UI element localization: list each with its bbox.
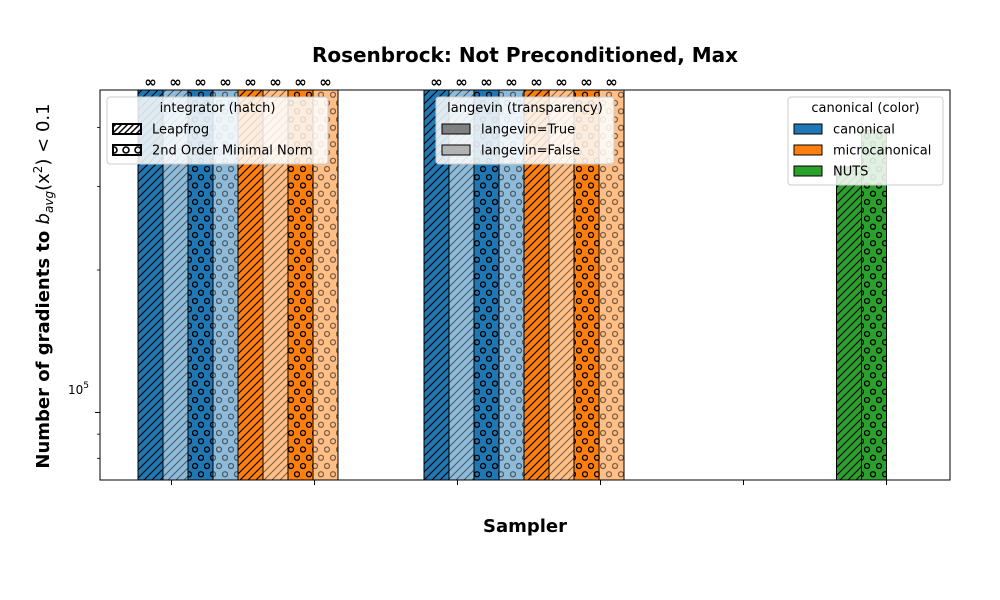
legend-entry: 2nd Order Minimal Norm bbox=[112, 144, 312, 159]
legend-label: langevin=False bbox=[481, 144, 580, 159]
y-axis-ticks: 105 bbox=[68, 127, 100, 459]
legend-label: canonical bbox=[833, 123, 895, 138]
legend-upper-center: langevin (transparency) langevin=True lang… bbox=[435, 96, 615, 165]
x-axis-ticks bbox=[171, 480, 887, 485]
infinity-label: ∞ bbox=[194, 73, 207, 91]
infinity-label: ∞ bbox=[480, 73, 493, 91]
legend-swatch bbox=[793, 144, 823, 156]
bar-hatch bbox=[861, 130, 887, 480]
legend-swatch bbox=[112, 123, 142, 135]
legend-box bbox=[435, 96, 615, 165]
bar-edge bbox=[312, 90, 339, 480]
infinity-label: ∞ bbox=[555, 73, 568, 91]
legend-swatch bbox=[441, 144, 471, 156]
infinity-label: ∞ bbox=[580, 73, 593, 91]
infinity-label: ∞ bbox=[244, 73, 257, 91]
legend-label: langevin=True bbox=[481, 123, 575, 138]
legend-label: Leapfrog bbox=[152, 123, 209, 138]
infinity-label: ∞ bbox=[169, 73, 182, 91]
infinity-label: ∞ bbox=[319, 73, 332, 91]
legend-swatch bbox=[793, 123, 823, 135]
infinity-label: ∞ bbox=[605, 73, 618, 91]
legend-label: NUTS bbox=[833, 165, 868, 180]
legend-title: integrator (hatch) bbox=[160, 101, 276, 116]
infinity-label: ∞ bbox=[294, 73, 307, 91]
infinity-label: ∞ bbox=[269, 73, 282, 91]
infinity-label: ∞ bbox=[219, 73, 232, 91]
legend-entry: canonical bbox=[793, 123, 895, 138]
legend-title: canonical (color) bbox=[811, 101, 919, 116]
plot-frame bbox=[99, 89, 951, 481]
infinity-label: ∞ bbox=[430, 73, 443, 91]
infinity-labels: ∞ ∞ ∞ ∞ ∞ ∞ ∞ ∞ ∞ ∞ ∞ ∞ ∞ ∞ ∞ ∞ bbox=[144, 73, 618, 91]
legend-label: microcanonical bbox=[833, 144, 931, 159]
legend-swatch bbox=[112, 144, 142, 156]
legends: integrator (hatch) Leapfrog 2nd Order Mini… bbox=[106, 96, 944, 186]
legend-label: 2nd Order Minimal Norm bbox=[152, 144, 312, 159]
legend-upper-left: integrator (hatch) Leapfrog 2nd Order Mini… bbox=[106, 96, 329, 165]
y-axis-label: Number of gradients to bavg(x2) < 0.1 bbox=[31, 103, 56, 468]
legend-upper-right: canonical (color) canonical microcanonical… bbox=[787, 96, 944, 186]
x-axis-label: Sampler bbox=[483, 516, 567, 537]
chart-title: Rosenbrock: Not Preconditioned, Max bbox=[312, 43, 738, 67]
legend-swatch bbox=[793, 165, 823, 177]
legend-box bbox=[787, 96, 944, 186]
infinity-label: ∞ bbox=[530, 73, 543, 91]
legend-entry: NUTS bbox=[793, 165, 868, 180]
infinity-label: ∞ bbox=[455, 73, 468, 91]
bar bbox=[861, 129, 887, 480]
y-tick-label-major: 105 bbox=[68, 381, 89, 397]
legend-box bbox=[106, 96, 329, 165]
infinity-label: ∞ bbox=[144, 73, 157, 91]
legend-title: langevin (transparency) bbox=[447, 101, 603, 116]
legend-entry: microcanonical bbox=[793, 144, 931, 159]
bar bbox=[836, 166, 862, 480]
bar-hatch bbox=[836, 167, 862, 480]
legend-entry: Leapfrog bbox=[112, 123, 209, 138]
legend-entry: langevin=False bbox=[441, 144, 580, 159]
bar-edge bbox=[598, 90, 625, 480]
legend-entry: langevin=True bbox=[441, 123, 575, 138]
infinity-label: ∞ bbox=[505, 73, 518, 91]
legend-swatch bbox=[441, 123, 471, 135]
